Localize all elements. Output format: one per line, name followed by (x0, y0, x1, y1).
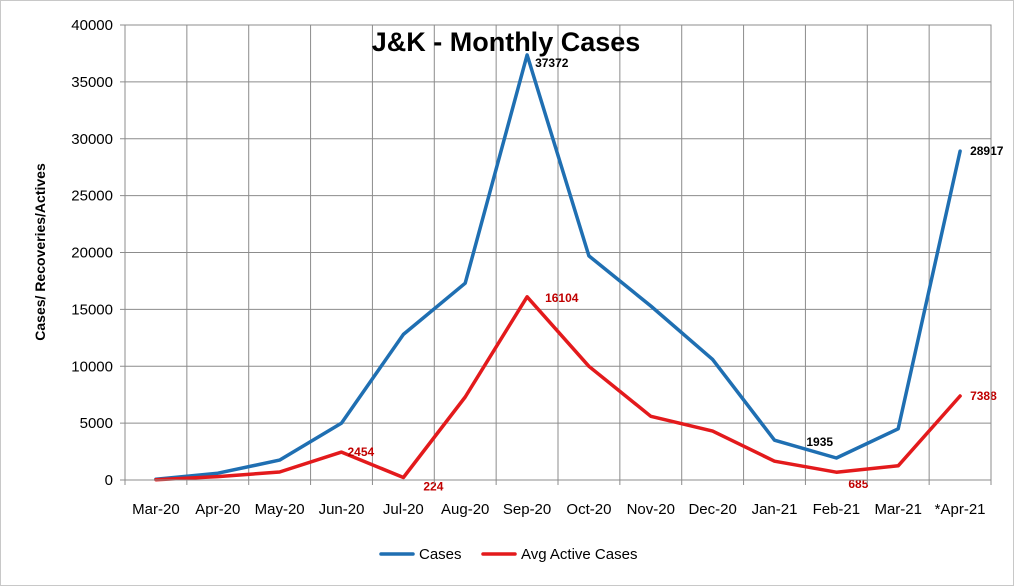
grid (124, 24, 992, 481)
y-tick-label: 5000 (80, 415, 113, 432)
x-tick-label: Aug-20 (441, 501, 489, 518)
x-tick-label: Feb-21 (813, 501, 861, 518)
data-labels: 37372 1935 28917 2454 224 16104 685 7388 (348, 56, 1004, 494)
x-tick-label: Mar-20 (132, 501, 180, 518)
x-tick-label: Mar-21 (874, 501, 922, 518)
axes: 0 5000 10000 15000 20000 25000 30000 35000 40000… (71, 17, 992, 518)
data-label: 7388 (970, 389, 997, 403)
data-label: 685 (848, 477, 868, 491)
y-tick-label: 25000 (71, 188, 113, 205)
y-tick-label: 20000 (71, 245, 113, 262)
x-tick-label: Jun-20 (319, 501, 365, 518)
x-tick-label: Sep-20 (503, 501, 551, 518)
data-label: 2454 (348, 445, 375, 459)
x-tick-label: Oct-20 (566, 501, 611, 518)
series-line-avg-active-cases (154, 295, 962, 482)
y-tick-label: 10000 (71, 358, 113, 375)
y-tick-label: 30000 (71, 131, 113, 148)
y-tick-label: 0 (105, 472, 113, 489)
series-lines (154, 53, 962, 482)
legend-label: Cases (419, 546, 462, 563)
y-axis-label: Cases/ Recoveries/Actives (32, 163, 48, 341)
x-tick-label: Jul-20 (383, 501, 424, 518)
data-label: 28917 (970, 144, 1004, 158)
data-label: 37372 (535, 56, 569, 70)
data-label: 16104 (545, 291, 579, 305)
y-tick-label: 35000 (71, 74, 113, 91)
x-tick-label: Jan-21 (752, 501, 798, 518)
x-tick-label: Nov-20 (627, 501, 675, 518)
y-tick-label: 15000 (71, 301, 113, 318)
legend: Cases Avg Active Cases (379, 546, 637, 563)
legend-label: Avg Active Cases (521, 546, 637, 563)
chart-title: J&K - Monthly Cases (372, 27, 641, 57)
x-tick-label: May-20 (255, 501, 305, 518)
x-tick-label: Apr-20 (195, 501, 240, 518)
x-tick-label: Dec-20 (688, 501, 736, 518)
data-label: 1935 (806, 435, 833, 449)
plot-area-border (124, 24, 992, 481)
x-tick-label: *Apr-21 (935, 501, 986, 518)
y-tick-label: 40000 (71, 17, 113, 34)
series-line-cases (154, 53, 962, 482)
data-label: 224 (423, 479, 443, 493)
